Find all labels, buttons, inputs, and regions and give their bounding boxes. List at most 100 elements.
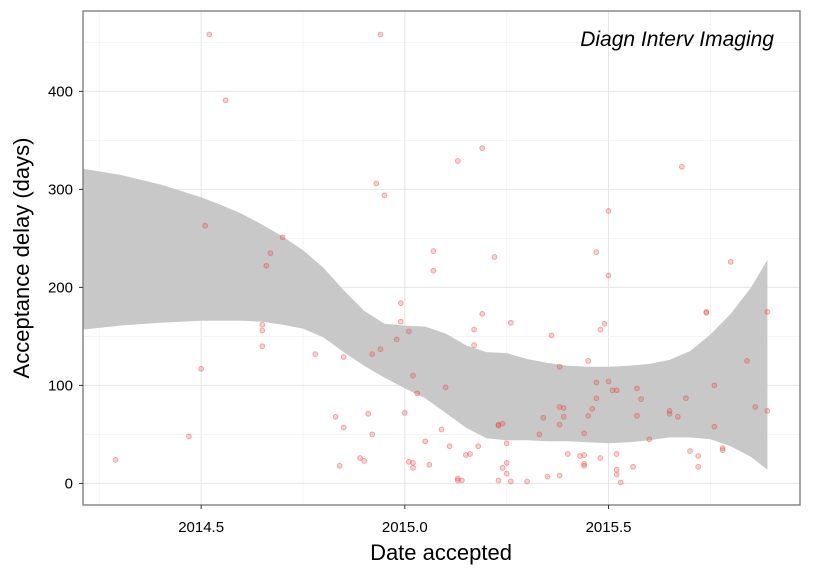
data-point bbox=[560, 413, 567, 420]
data-point bbox=[471, 326, 477, 333]
data-point bbox=[630, 463, 636, 470]
data-point bbox=[597, 455, 604, 461]
data-point bbox=[438, 426, 445, 433]
data-point bbox=[198, 365, 204, 372]
data-point bbox=[369, 431, 376, 438]
data-point bbox=[263, 262, 270, 269]
data-point bbox=[397, 300, 404, 306]
data-point bbox=[744, 358, 750, 364]
data-point bbox=[613, 387, 620, 394]
data-point bbox=[397, 318, 404, 325]
y-tick-label: 100 bbox=[48, 377, 73, 394]
data-point bbox=[479, 311, 486, 317]
data-point bbox=[507, 478, 514, 485]
data-point bbox=[410, 372, 416, 379]
data-point bbox=[577, 453, 583, 459]
data-point bbox=[719, 447, 726, 453]
data-point bbox=[410, 460, 416, 466]
data-point bbox=[454, 477, 461, 484]
data-point bbox=[764, 408, 771, 414]
data-point bbox=[556, 404, 563, 410]
data-point bbox=[544, 473, 551, 480]
data-point bbox=[454, 158, 461, 164]
data-point bbox=[719, 445, 726, 452]
data-point bbox=[536, 431, 543, 438]
data-point bbox=[377, 31, 384, 38]
data-point bbox=[581, 430, 587, 437]
data-point bbox=[593, 395, 600, 402]
y-tick-label: 0 bbox=[65, 475, 73, 492]
data-point bbox=[430, 248, 437, 254]
data-point bbox=[459, 477, 465, 484]
data-point bbox=[564, 451, 571, 457]
data-point bbox=[605, 208, 612, 214]
data-point bbox=[259, 343, 266, 350]
data-point bbox=[361, 458, 367, 464]
data-point bbox=[186, 433, 192, 440]
data-point bbox=[312, 351, 319, 357]
data-point bbox=[332, 413, 339, 420]
data-point bbox=[674, 413, 681, 420]
data-point bbox=[683, 395, 689, 402]
data-point bbox=[454, 475, 461, 482]
data-point bbox=[540, 414, 547, 421]
data-point bbox=[556, 363, 563, 370]
data-point bbox=[556, 421, 563, 428]
data-point bbox=[703, 309, 710, 315]
data-point bbox=[581, 462, 587, 469]
y-tick-label: 400 bbox=[48, 83, 73, 100]
data-point bbox=[613, 471, 620, 478]
data-point bbox=[401, 410, 408, 416]
journal-annotation: Diagn Interv Imaging bbox=[580, 28, 774, 51]
data-point bbox=[479, 145, 486, 152]
data-point bbox=[446, 443, 453, 450]
data-point bbox=[463, 452, 469, 458]
data-point bbox=[727, 259, 734, 265]
data-point bbox=[605, 378, 612, 385]
data-point bbox=[524, 478, 530, 485]
data-point bbox=[467, 451, 473, 457]
data-point bbox=[609, 387, 616, 394]
data-point bbox=[377, 346, 384, 353]
data-point bbox=[491, 254, 498, 260]
data-point bbox=[711, 423, 718, 430]
data-point bbox=[442, 384, 449, 391]
confidence-band bbox=[83, 168, 768, 470]
data-point bbox=[112, 457, 119, 463]
data-point bbox=[499, 464, 506, 471]
data-point bbox=[381, 192, 388, 199]
data-point bbox=[507, 319, 514, 326]
data-point bbox=[422, 438, 429, 445]
confidence-band-layer bbox=[83, 168, 768, 470]
data-point bbox=[369, 351, 376, 357]
data-point bbox=[495, 421, 502, 428]
x-tick-label: 2015.0 bbox=[382, 519, 428, 536]
data-point bbox=[593, 249, 600, 255]
data-point bbox=[666, 408, 673, 414]
data-point bbox=[679, 163, 685, 170]
data-point bbox=[503, 460, 510, 466]
data-point bbox=[601, 320, 608, 327]
data-point bbox=[340, 354, 347, 360]
data-point bbox=[695, 463, 702, 470]
data-point bbox=[711, 382, 718, 389]
data-point bbox=[426, 461, 433, 468]
data-point bbox=[589, 406, 596, 412]
data-point bbox=[585, 412, 592, 419]
data-point bbox=[340, 424, 347, 431]
data-point bbox=[259, 321, 266, 328]
data-point bbox=[414, 390, 420, 397]
data-point bbox=[560, 405, 567, 411]
data-point bbox=[613, 451, 620, 457]
data-point bbox=[406, 459, 412, 465]
data-point bbox=[695, 453, 702, 459]
data-point bbox=[365, 410, 372, 417]
data-point bbox=[581, 452, 587, 458]
y-tick-label: 300 bbox=[48, 181, 73, 198]
axis-ticks: 2014.5 2015.0 2015.5 0 100 200 300 400 bbox=[48, 83, 632, 536]
data-point bbox=[581, 460, 587, 467]
data-point bbox=[206, 31, 213, 38]
y-tick-label: 200 bbox=[48, 279, 73, 296]
data-point bbox=[259, 327, 266, 334]
